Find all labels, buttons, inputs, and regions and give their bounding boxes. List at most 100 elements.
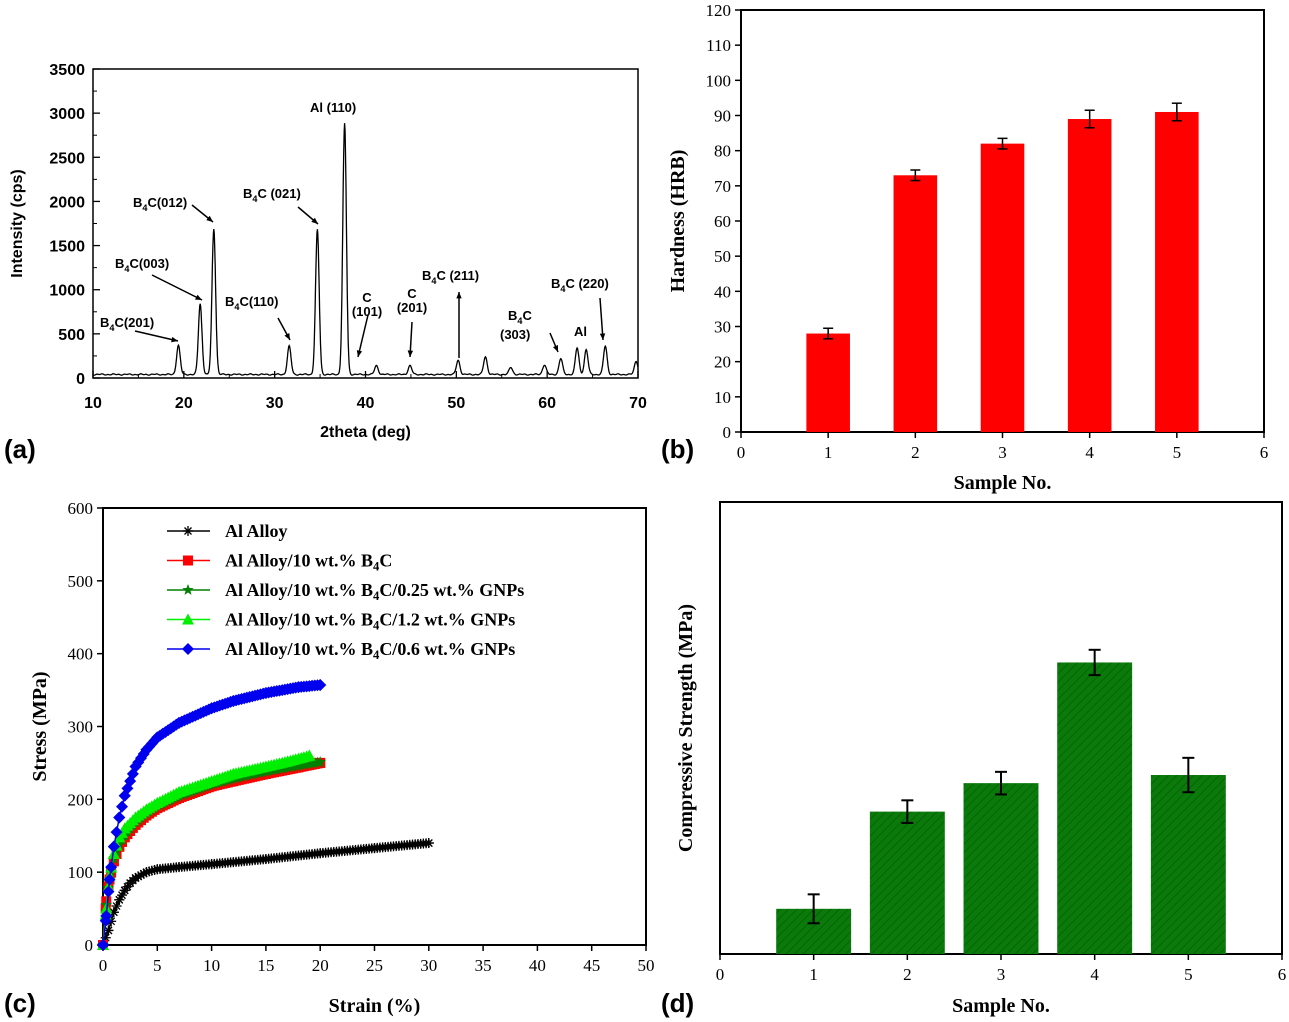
data-point [315, 848, 326, 859]
peak-annotation: C [407, 286, 417, 301]
data-point [259, 686, 272, 699]
x-tick-label: 3 [997, 965, 1006, 984]
data-point [100, 909, 113, 922]
data-point [314, 756, 326, 767]
data-point [113, 811, 126, 824]
y-tick-label: 60 [714, 212, 731, 231]
peak-annotation: B4C [508, 308, 532, 326]
data-point [113, 831, 126, 843]
data-point [303, 749, 316, 761]
marker-stroke [131, 874, 140, 882]
x-tick-label: 10 [203, 956, 220, 975]
x-axis-label: Strain (%) [329, 995, 421, 1017]
x-tick-label: 5 [1173, 443, 1182, 462]
plot-frame [102, 507, 647, 946]
y-tick-label: 0 [85, 936, 94, 955]
x-tick-label: 50 [447, 395, 465, 412]
data-point [173, 716, 186, 729]
y-axis-label: Intensity (cps) [9, 169, 26, 277]
annotation-arrowhead [284, 333, 290, 340]
annotation-arrowhead [195, 294, 202, 300]
x-tick-label: 30 [266, 395, 284, 412]
chart-stress-strain: 0 100 200 300 400 500 600 0 5 10 15 20 25 30 35 40 45 50 S… [29, 499, 655, 1017]
x-tick-label: 2 [911, 443, 920, 462]
legend-marker [182, 613, 194, 625]
data-point [205, 775, 218, 787]
x-tick-label: 0 [716, 965, 725, 984]
data-point [105, 861, 118, 874]
peak-annotation-sub: (201) [397, 300, 427, 315]
y-tick-label: 400 [68, 645, 94, 664]
y-tick-label: 3500 [49, 62, 85, 79]
data-point [140, 743, 153, 756]
annotation-arrowhead [171, 336, 178, 343]
x-tick-label: 4 [1085, 443, 1094, 462]
data-point [107, 840, 120, 853]
y-tick-label: 500 [58, 327, 85, 344]
y-tick-label: 1000 [49, 283, 85, 300]
data-point [314, 678, 327, 691]
data-point [151, 796, 164, 808]
data-point [107, 847, 120, 859]
bar [869, 811, 945, 954]
data-point [151, 731, 164, 744]
y-tick-label: 100 [706, 71, 732, 90]
y-tick-label: 500 [68, 572, 94, 591]
series-1 [98, 838, 434, 950]
x-axis-label: 2theta (deg) [320, 424, 411, 441]
peak-annotation: B4C(012) [133, 195, 187, 213]
y-axis-label: Hardness (HRB) [667, 150, 689, 293]
peak-annotation-sub: (101) [352, 304, 382, 319]
annotation-arrowhead [311, 217, 318, 224]
annotation-arrow [151, 274, 203, 301]
y-tick-label: 70 [714, 177, 731, 196]
y-tick-label: 20 [714, 353, 731, 372]
legend-entry: Al Alloy/10 wt.% B4C/0.6 wt.% GNPs [225, 639, 515, 662]
legend-entry: Al Alloy/10 wt.% B4C/1.2 wt.% GNPs [225, 610, 515, 633]
panel-label-d: (d) [661, 988, 694, 1018]
x-tick-label: 0 [99, 956, 108, 975]
peak-annotation: B4C(201) [100, 315, 154, 333]
legend-entry: Al Alloy/10 wt.% B4C [225, 551, 392, 574]
x-tick-label: 4 [1090, 965, 1099, 984]
y-tick-label: 10 [714, 388, 731, 407]
chart-xrd: 0 500 1000 1500 2000 2500 3000 3500 10 20 30 40 50 60… [9, 62, 647, 441]
data-point [152, 864, 163, 875]
data-point [110, 845, 123, 857]
data-point [369, 843, 380, 854]
y-tick-label: 40 [714, 282, 731, 301]
x-tick-label: 60 [538, 395, 556, 412]
legend-marker [182, 643, 194, 655]
data-point [110, 826, 123, 839]
data-point [206, 859, 217, 870]
panel-label-b: (b) [661, 434, 694, 464]
data-point [227, 767, 240, 779]
annotation-arrow [134, 330, 179, 342]
legend-marker [182, 584, 194, 595]
annotation-arrowhead [356, 350, 363, 357]
marker-stroke [153, 865, 162, 874]
x-tick-label: 6 [1260, 443, 1269, 462]
y-tick-label: 110 [706, 36, 731, 55]
data-point [119, 885, 130, 896]
y-tick-label: 1500 [49, 239, 85, 256]
marker-stroke [370, 844, 379, 853]
data-point [114, 894, 125, 905]
bar [1057, 662, 1133, 954]
annotation-arrowhead [599, 333, 606, 340]
y-tick-label: 3000 [49, 106, 85, 123]
data-point [205, 702, 218, 715]
data-point [140, 803, 153, 815]
annotation-arrowhead [206, 215, 213, 222]
y-tick-label: 2500 [49, 150, 85, 167]
bar [806, 333, 850, 432]
legend-marker [183, 526, 193, 536]
marker-stroke [109, 908, 118, 917]
annotation-arrowhead [553, 345, 558, 352]
x-tick-label: 0 [737, 443, 746, 462]
x-tick-label: 40 [529, 956, 546, 975]
x-tick-label: 3 [998, 443, 1007, 462]
y-tick-label: 50 [714, 247, 731, 266]
peak-annotation: B4C(003) [115, 256, 169, 274]
